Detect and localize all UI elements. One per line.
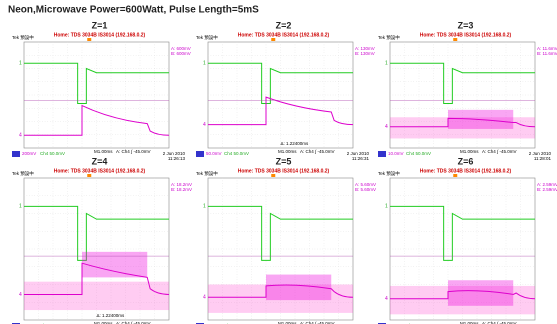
ch4-marker: 4 <box>203 295 206 301</box>
cursor-b: B: 130mV <box>355 51 375 56</box>
scope-tek: Tek 預設中 <box>12 34 34 41</box>
scope-tek: Tek 預設中 <box>378 170 400 177</box>
time-readout: M1.00ms <box>94 149 113 154</box>
scope-header: Home: TDS 3034B IS3014 (192.168.0.2) <box>420 32 512 38</box>
ch4-marker: 4 <box>385 296 388 302</box>
ch4-readout: Ch4 50.0mV <box>406 151 431 156</box>
scope-tek: Tek 預設中 <box>196 34 218 41</box>
ch4-marker: 4 <box>19 292 22 298</box>
scope-panel: Z=5 Home: TDS 3034B IS3014 (192.168.0.2) T… <box>196 156 376 324</box>
scope-panel: Z=1 Home: TDS 3034B IS3014 (192.168.0.2) T… <box>12 20 191 161</box>
panel-label: Z=4 <box>92 156 108 166</box>
cursor-delta: Δ: 1.22400ms <box>97 313 126 318</box>
cursor-b: B: 2.59mV <box>537 187 557 192</box>
scope-tek: Tek 預設中 <box>196 170 218 177</box>
ch1-marker: 1 <box>385 204 388 210</box>
ch4-marker: 4 <box>203 122 206 128</box>
scope-panel: Z=3 Home: TDS 3034B IS3014 (192.168.0.2) T… <box>378 20 557 161</box>
clock-readout: 11:26:31 <box>352 156 370 161</box>
scale-readout: 50.0mV <box>206 151 222 156</box>
ch-badge <box>378 151 386 157</box>
cursor-b: B: 5.60mV <box>355 187 376 192</box>
ch1-marker: 1 <box>385 61 388 67</box>
cursor-b: B: 18.2mV <box>171 187 192 192</box>
trigger-readout: A: Ch4 ∫ -45.0mV <box>116 149 151 154</box>
ch4-readout: Ch4 50.0mV <box>40 151 65 156</box>
scope-header: Home: TDS 3034B IS3014 (192.168.0.2) <box>238 32 330 38</box>
trigger-marker <box>453 174 457 177</box>
ch-badge <box>12 151 20 157</box>
ch-badge <box>196 151 204 157</box>
scope-tek: Tek 預設中 <box>378 34 400 41</box>
panel-label: Z=3 <box>458 20 474 30</box>
cursor-b: B: 11.6mV <box>537 51 557 56</box>
clock-readout: 11:28:01 <box>534 156 552 161</box>
trigger-readout: A: Ch4 ∫ -45.0mV <box>300 149 335 154</box>
scope-panel: Z=6 Home: TDS 3034B IS3014 (192.168.0.2) T… <box>378 156 557 324</box>
panel-label: Z=2 <box>276 20 292 30</box>
scope-header: Home: TDS 3034B IS3014 (192.168.0.2) <box>420 168 512 174</box>
clock-readout: 11:26:13 <box>168 156 186 161</box>
trigger-readout: A: Ch4 ∫ -45.0mV <box>482 149 517 154</box>
panel-label: Z=6 <box>458 156 474 166</box>
time-readout: M1.00ms <box>278 149 297 154</box>
panel-label: Z=5 <box>276 156 292 166</box>
ch1-marker: 1 <box>203 204 206 210</box>
scope-header: Home: TDS 3034B IS3014 (192.168.0.2) <box>238 168 330 174</box>
noise-band <box>24 282 169 310</box>
trigger-marker <box>453 38 457 41</box>
ch4-marker: 4 <box>19 133 22 139</box>
trigger-marker <box>87 174 91 177</box>
figure-title: Neon,Microwave Power=600Watt, Pulse Leng… <box>8 5 259 16</box>
time-readout: M1.00ms <box>460 149 479 154</box>
trigger-marker <box>271 174 275 177</box>
ch4-readout: Ch4 50.0mV <box>224 151 249 156</box>
trigger-marker <box>87 38 91 41</box>
scope-header: Home: TDS 3034B IS3014 (192.168.0.2) <box>54 168 146 174</box>
ch1-marker: 1 <box>19 61 22 67</box>
scope-header: Home: TDS 3034B IS3014 (192.168.0.2) <box>54 32 146 38</box>
scale-readout: 10.0mV <box>388 151 404 156</box>
scope-tek: Tek 預設中 <box>12 170 34 177</box>
scope-panel: Z=4 Home: TDS 3034B IS3014 (192.168.0.2) T… <box>12 156 192 324</box>
trigger-marker <box>271 38 275 41</box>
cursor-delta: Δ: 1.22400ms <box>281 141 310 146</box>
scale-readout: 200mV <box>22 151 36 156</box>
noise-band <box>82 252 147 278</box>
figure: Neon,Microwave Power=600Watt, Pulse Leng… <box>0 0 557 324</box>
ch4-marker: 4 <box>385 124 388 130</box>
scope-panel: Z=2 Home: TDS 3034B IS3014 (192.168.0.2) T… <box>196 20 375 161</box>
ch1-marker: 1 <box>19 204 22 210</box>
cursor-b: B: 600mV <box>171 51 191 56</box>
ch1-marker: 1 <box>203 61 206 67</box>
panel-label: Z=1 <box>92 20 108 30</box>
